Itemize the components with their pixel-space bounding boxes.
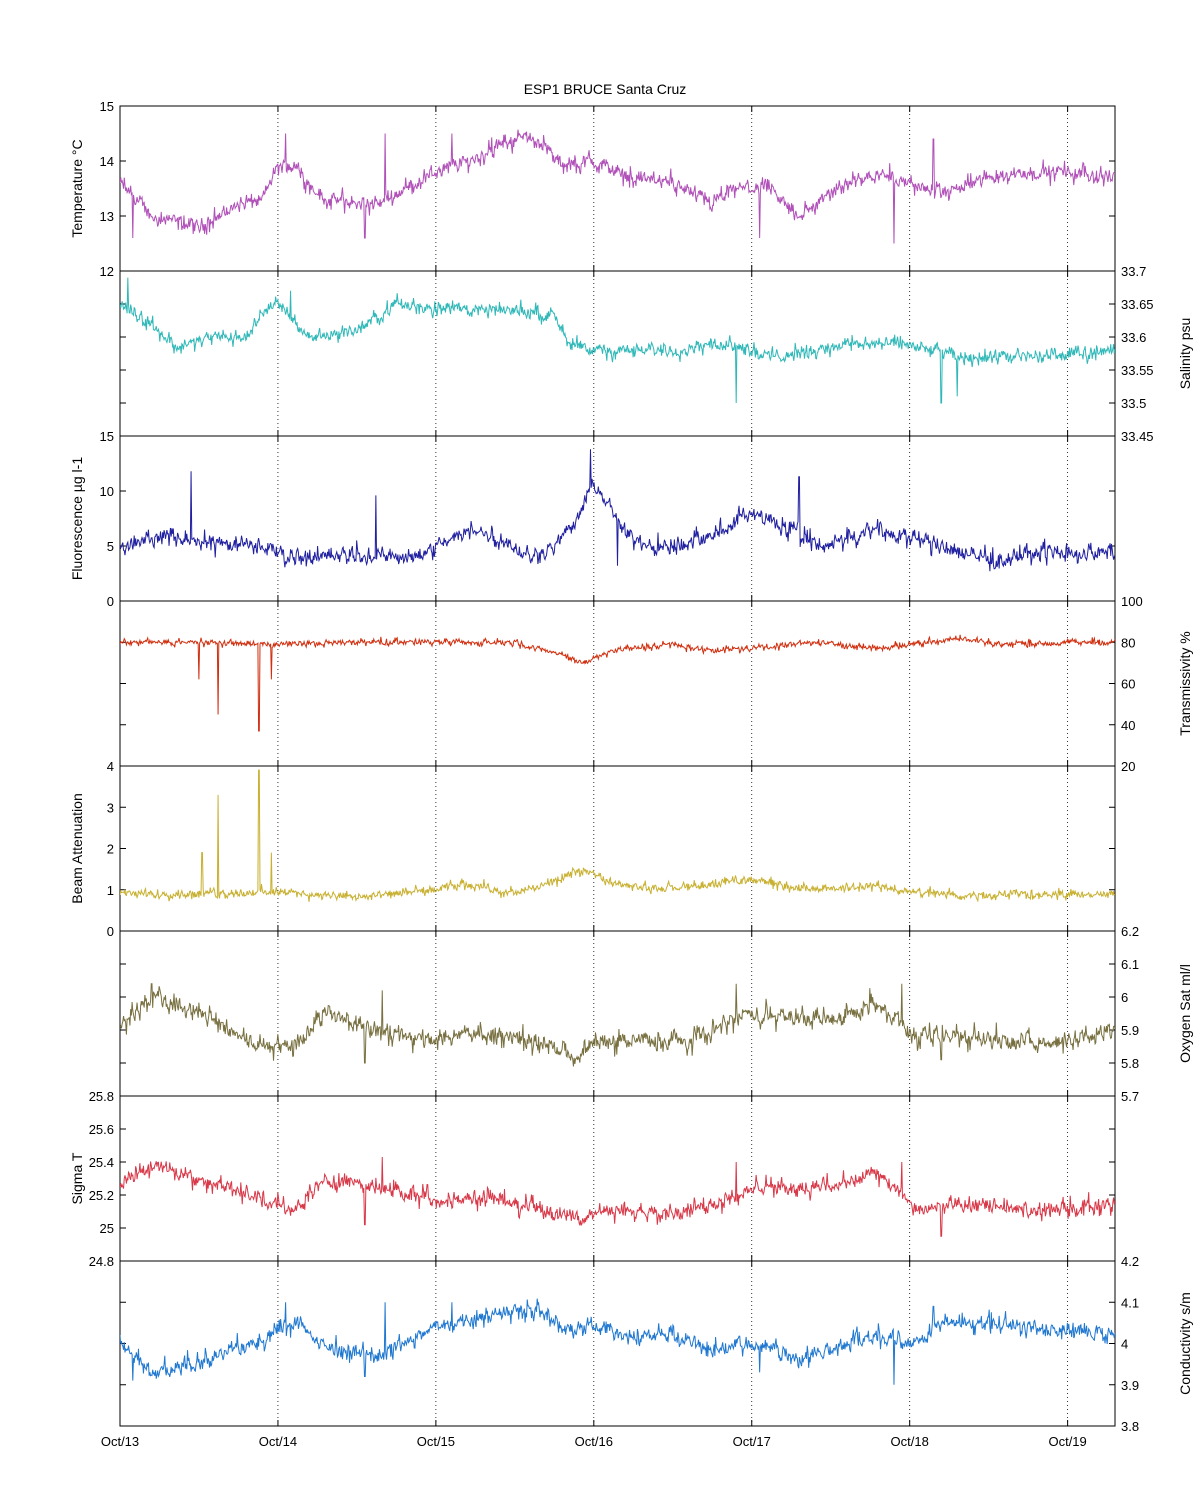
- x-tick-label: Oct/14: [259, 1434, 297, 1449]
- y-tick-label: 24.8: [89, 1254, 114, 1269]
- y-tick-label: 40: [1121, 718, 1135, 733]
- y-tick-label: 33.55: [1121, 363, 1154, 378]
- y-axis-title: Salinity psu: [1177, 318, 1193, 390]
- y-tick-label: 33.7: [1121, 264, 1146, 279]
- y-tick-label: 0: [107, 594, 114, 609]
- series-line: [120, 449, 1115, 572]
- panel-6: 24.8 25 25.2 25.4 25.6 25.8 Sigma T: [69, 1089, 1116, 1269]
- y-tick-label: 80: [1121, 635, 1135, 650]
- x-tick-label: Oct/15: [417, 1434, 455, 1449]
- y-tick-label: 25.8: [89, 1089, 114, 1104]
- y-tick-label: 3.9: [1121, 1378, 1139, 1393]
- y-tick-label: 15: [100, 429, 114, 444]
- y-tick-label: 5.8: [1121, 1056, 1139, 1071]
- y-tick-label: 6.2: [1121, 924, 1139, 939]
- panel-frame: [119, 930, 1116, 1097]
- x-tick-label: Oct/18: [891, 1434, 929, 1449]
- y-tick-label: 10: [100, 484, 114, 499]
- y-tick-label: 5.7: [1121, 1089, 1139, 1104]
- y-tick-label: 60: [1121, 677, 1135, 692]
- panel-frame: [119, 1095, 1116, 1262]
- y-tick-label: 5: [107, 539, 114, 554]
- panel-frame: [119, 600, 1116, 767]
- y-tick-label: 12: [100, 264, 114, 279]
- y-tick-label: 100: [1121, 594, 1143, 609]
- y-axis-title: Temperature °C: [69, 139, 85, 237]
- y-axis-title: Sigma T: [69, 1152, 85, 1204]
- x-axis: Oct/13 Oct/14 Oct/15 Oct/16 Oct/17 Oct/18 Oct/…: [101, 1434, 1087, 1449]
- series-line: [120, 277, 1115, 404]
- y-tick-label: 15: [100, 99, 114, 114]
- panel-0: 12 13 14 15 Temperature °C: [69, 99, 1116, 279]
- y-axis-title: Beam Attenuation: [69, 793, 85, 904]
- y-tick-label: 6.1: [1121, 957, 1139, 972]
- y-tick-label: 1: [107, 883, 114, 898]
- series-line: [120, 769, 1115, 903]
- panel-5: 5.7 5.8 5.9 6 6.1 6.2 Oxygen Sat ml/l: [119, 924, 1193, 1104]
- y-tick-label: 33.45: [1121, 429, 1154, 444]
- y-tick-label: 25.2: [89, 1188, 114, 1203]
- y-tick-label: 25.4: [89, 1155, 114, 1170]
- y-tick-label: 6: [1121, 990, 1128, 1005]
- y-tick-label: 33.5: [1121, 396, 1146, 411]
- y-tick-label: 33.6: [1121, 330, 1146, 345]
- y-tick-label: 25: [100, 1221, 114, 1236]
- y-tick-label: 4: [1121, 1337, 1128, 1352]
- panel-frame: [119, 765, 1116, 932]
- y-axis-title: Conductivity s/m: [1177, 1292, 1193, 1395]
- x-tick-label: Oct/19: [1048, 1434, 1086, 1449]
- x-tick-label: Oct/16: [575, 1434, 613, 1449]
- series-line: [120, 1298, 1115, 1385]
- y-axis-title: Fluorescence µg l-1: [69, 457, 85, 580]
- series-line: [120, 983, 1115, 1067]
- panel-frame: [119, 435, 1116, 602]
- y-tick-label: 4.1: [1121, 1295, 1139, 1310]
- y-tick-label: 14: [100, 154, 114, 169]
- panel-2: 0 5 10 15 Fluorescence µg l-1: [69, 429, 1116, 609]
- y-tick-label: 0: [107, 924, 114, 939]
- y-axis-title: Transmissivity %: [1177, 631, 1193, 736]
- panel-7: 3.8 3.9 4 4.1 4.2 Conductivity s/m: [119, 1254, 1193, 1434]
- chart-title: ESP1 BRUCE Santa Cruz: [524, 81, 687, 97]
- panel-4: 0 1 2 3 4 Beam Attenuation: [69, 759, 1116, 939]
- series-line: [120, 634, 1115, 732]
- y-tick-label: 2: [107, 842, 114, 857]
- panel-3: 20 40 60 80 100 Transmissivity %: [119, 594, 1193, 774]
- x-tick-label: Oct/17: [733, 1434, 771, 1449]
- series-line: [120, 129, 1115, 244]
- y-tick-label: 20: [1121, 759, 1135, 774]
- series-line: [120, 1157, 1115, 1237]
- panel-frame: [119, 1260, 1116, 1427]
- y-tick-label: 4: [107, 759, 114, 774]
- y-axis-title: Oxygen Sat ml/l: [1177, 964, 1193, 1063]
- y-tick-label: 13: [100, 209, 114, 224]
- y-tick-label: 4.2: [1121, 1254, 1139, 1269]
- y-tick-label: 5.9: [1121, 1023, 1139, 1038]
- y-tick-label: 25.6: [89, 1122, 114, 1137]
- y-tick-label: 33.65: [1121, 297, 1154, 312]
- panel-frame: [119, 105, 1116, 272]
- y-tick-label: 3: [107, 800, 114, 815]
- panel-1: 33.45 33.5 33.55 33.6 33.65 33.7 Salinity psu: [119, 264, 1193, 444]
- y-tick-label: 3.8: [1121, 1419, 1139, 1434]
- x-tick-label: Oct/13: [101, 1434, 139, 1449]
